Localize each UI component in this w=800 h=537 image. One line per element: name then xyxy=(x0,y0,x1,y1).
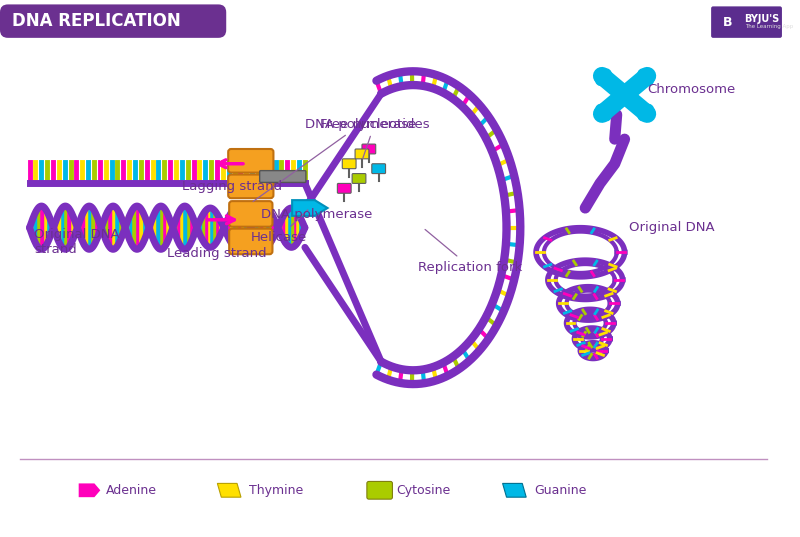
FancyBboxPatch shape xyxy=(229,201,273,227)
FancyBboxPatch shape xyxy=(0,4,226,38)
Text: DNA REPLICATION: DNA REPLICATION xyxy=(12,12,181,30)
Ellipse shape xyxy=(620,87,630,103)
Text: Replication fork: Replication fork xyxy=(418,229,522,273)
FancyBboxPatch shape xyxy=(260,171,306,183)
FancyBboxPatch shape xyxy=(711,6,782,38)
Text: Lagging strand: Lagging strand xyxy=(182,180,282,193)
Text: Leading strand: Leading strand xyxy=(167,248,267,260)
FancyBboxPatch shape xyxy=(229,229,273,254)
Text: Original DNA
strand: Original DNA strand xyxy=(34,228,120,256)
FancyBboxPatch shape xyxy=(342,159,356,169)
Ellipse shape xyxy=(637,68,654,86)
Ellipse shape xyxy=(594,104,612,122)
FancyBboxPatch shape xyxy=(355,149,369,159)
Text: BYJU'S: BYJU'S xyxy=(745,14,780,24)
Polygon shape xyxy=(78,483,100,497)
FancyBboxPatch shape xyxy=(338,184,351,193)
Text: Cytosine: Cytosine xyxy=(396,484,450,497)
Text: Thymine: Thymine xyxy=(249,484,303,497)
Polygon shape xyxy=(218,483,241,497)
FancyBboxPatch shape xyxy=(228,149,274,172)
Text: DNA polymerase: DNA polymerase xyxy=(261,208,372,221)
FancyBboxPatch shape xyxy=(367,482,393,499)
Text: Original DNA: Original DNA xyxy=(630,221,715,234)
Text: Helicase: Helicase xyxy=(251,210,308,244)
Text: Free nucleotides: Free nucleotides xyxy=(320,118,430,158)
Text: Guanine: Guanine xyxy=(534,484,586,497)
Ellipse shape xyxy=(637,104,654,122)
Text: Chromosome: Chromosome xyxy=(647,83,735,97)
Text: B: B xyxy=(723,16,733,28)
FancyBboxPatch shape xyxy=(362,144,376,154)
FancyBboxPatch shape xyxy=(352,173,366,184)
Text: The Learning App: The Learning App xyxy=(745,24,793,28)
Text: Adenine: Adenine xyxy=(106,484,158,497)
Polygon shape xyxy=(502,483,526,497)
Ellipse shape xyxy=(594,68,612,86)
FancyBboxPatch shape xyxy=(228,175,274,198)
Text: DNA polymerase: DNA polymerase xyxy=(253,118,416,201)
Polygon shape xyxy=(292,200,327,216)
FancyBboxPatch shape xyxy=(372,164,386,173)
